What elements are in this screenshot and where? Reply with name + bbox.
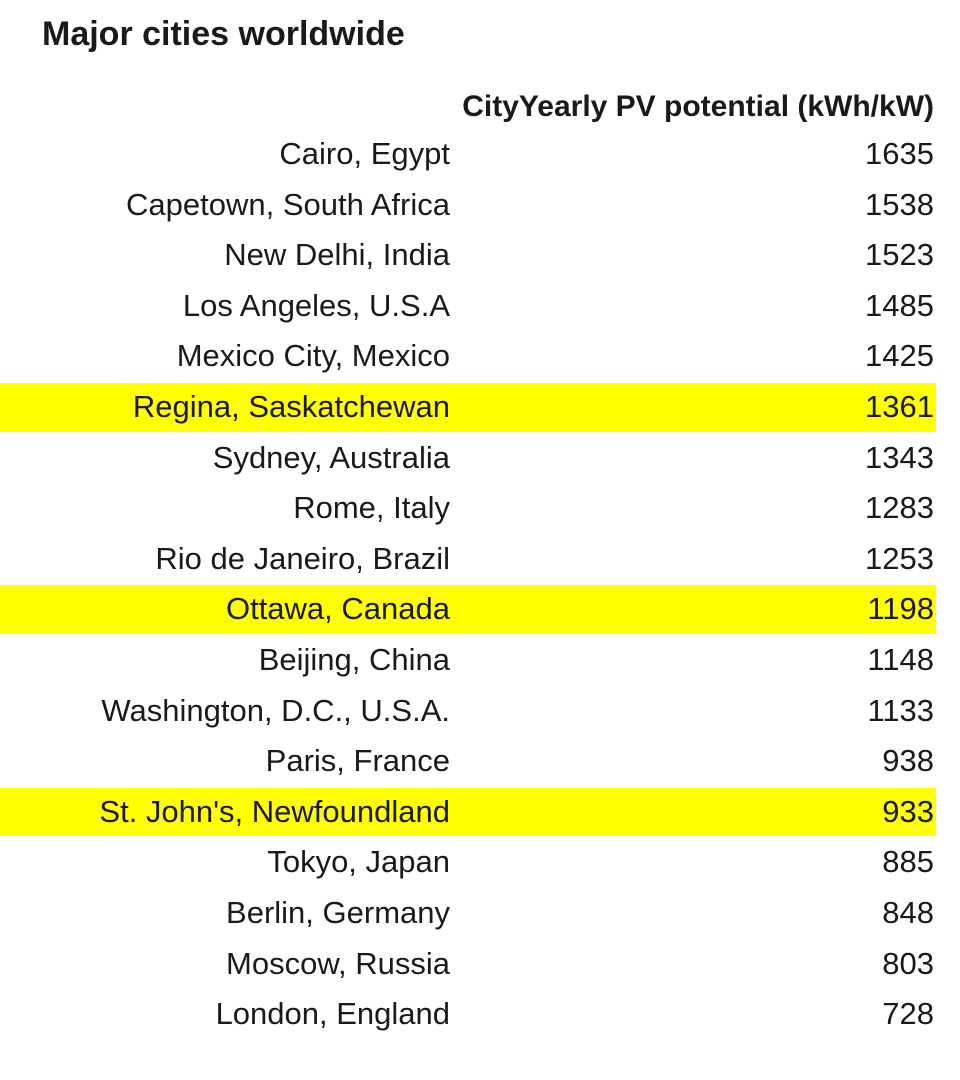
pv-potential-cell: 1133: [867, 692, 934, 728]
table-row: Regina, Saskatchewan 1361: [0, 382, 960, 434]
table-row: Washington, D.C., U.S.A. 1133: [0, 687, 960, 738]
city-cell: Washington, D.C., U.S.A.: [101, 692, 450, 728]
table-row: Beijing, China 1148: [0, 636, 960, 687]
city-cell: Los Angeles, U.S.A: [182, 287, 450, 323]
table-row: Capetown, South Africa 1538: [0, 181, 960, 232]
row-highlight: [0, 382, 936, 432]
city-cell: London, England: [215, 996, 450, 1032]
pv-potential-cell: 1148: [867, 641, 934, 677]
pv-potential-cell: 1425: [865, 338, 934, 374]
table-row: Mexico City, Mexico 1425: [0, 332, 960, 383]
city-cell: Cairo, Egypt: [279, 136, 450, 171]
table-body: Cairo, Egypt 1635 Capetown, South Africa 15…: [0, 130, 960, 1041]
city-cell: Ottawa, Canada: [225, 591, 450, 627]
pv-potential-column-header: Yearly PV potential (kWh/kW): [518, 90, 934, 123]
table-row: Rome, Italy 1283: [0, 484, 960, 535]
pv-potential-cell: 1343: [865, 439, 934, 475]
table-row: Sydney, Australia 1343: [0, 434, 960, 485]
page-title: Major cities worldwide: [42, 15, 405, 53]
city-cell: Beijing, China: [258, 641, 450, 677]
pv-potential-cell: 1538: [865, 186, 934, 222]
city-cell: Tokyo, Japan: [267, 844, 450, 880]
table-row: Tokyo, Japan 885: [0, 838, 960, 889]
city-column-header: City: [462, 90, 519, 123]
table-row: London, England 728: [0, 990, 960, 1041]
column-headers: CityYearly PV potential (kWh/kW): [462, 84, 934, 130]
table-row: New Delhi, India 1523: [0, 231, 960, 282]
pv-potential-cell: 1635: [865, 136, 934, 171]
pv-potential-cell: 1283: [865, 490, 934, 526]
table-row: Moscow, Russia 803: [0, 940, 960, 991]
pv-potential-cell: 1523: [865, 237, 934, 273]
pv-potential-cell: 885: [882, 844, 934, 880]
table-row: Berlin, Germany 848: [0, 889, 960, 940]
row-highlight: [0, 787, 936, 837]
pv-potential-cell: 803: [882, 945, 934, 981]
pv-potential-cell: 1198: [867, 591, 934, 627]
pv-potential-cell: 1361: [865, 388, 934, 424]
table-row: Cairo, Egypt 1635: [0, 130, 960, 181]
city-cell: Berlin, Germany: [226, 894, 450, 930]
pv-potential-cell: 1253: [865, 540, 934, 576]
table-row: Paris, France 938: [0, 737, 960, 788]
city-cell: New Delhi, India: [224, 237, 450, 273]
pv-potential-cell: 933: [882, 793, 934, 829]
pv-potential-cell: 728: [882, 996, 934, 1032]
pv-potential-cell: 1485: [865, 287, 934, 323]
pv-potential-cell: 938: [882, 743, 934, 779]
pv-potential-table: CityYearly PV potential (kWh/kW) Cairo, …: [0, 84, 960, 1041]
city-cell: Sydney, Australia: [212, 439, 450, 475]
table-row: Los Angeles, U.S.A 1485: [0, 282, 960, 333]
city-cell: Moscow, Russia: [226, 945, 450, 981]
table-row: Ottawa, Canada 1198: [0, 585, 960, 636]
city-cell: Regina, Saskatchewan: [132, 388, 450, 424]
city-cell: Paris, France: [265, 743, 450, 779]
city-cell: St. John's, Newfoundland: [99, 793, 450, 829]
city-cell: Rome, Italy: [293, 490, 450, 526]
table-row: Rio de Janeiro, Brazil 1253: [0, 535, 960, 586]
table-header: CityYearly PV potential (kWh/kW): [0, 84, 960, 130]
city-cell: Capetown, South Africa: [126, 186, 450, 222]
table-row: St. John's, Newfoundland 933: [0, 787, 960, 839]
city-cell: Mexico City, Mexico: [176, 338, 450, 374]
city-cell: Rio de Janeiro, Brazil: [155, 540, 450, 576]
row-highlight: [0, 585, 936, 634]
pv-potential-cell: 848: [882, 894, 934, 930]
